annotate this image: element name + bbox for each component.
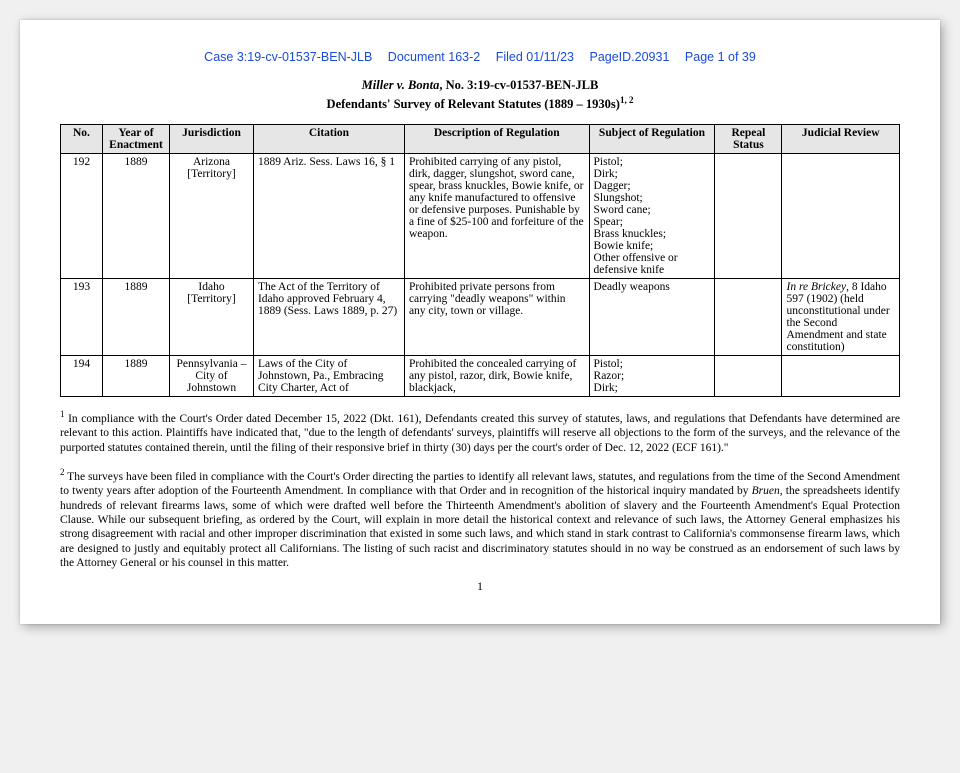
footnote-2-text-b: , the spreadsheets identify hundreds of … bbox=[60, 485, 900, 569]
cell-jurisdiction: Pennsylvania – City of Johnstown bbox=[170, 356, 254, 397]
document-title: Miller v. Bonta, No. 3:19-cv-01537-BEN-J… bbox=[60, 78, 900, 93]
cell-subject: Deadly weapons bbox=[589, 279, 715, 356]
cell-repeal bbox=[715, 154, 782, 279]
cell-description: Prohibited the concealed carrying of any… bbox=[404, 356, 589, 397]
cell-year: 1889 bbox=[102, 154, 169, 279]
document-page: Case 3:19-cv-01537-BEN-JLB Document 163-… bbox=[20, 20, 940, 624]
th-repeal: Repeal Status bbox=[715, 125, 782, 154]
th-review: Judicial Review bbox=[782, 125, 900, 154]
th-jurisdiction: Jurisdiction bbox=[170, 125, 254, 154]
cell-jurisdiction: Idaho [Territory] bbox=[170, 279, 254, 356]
statutes-table: No. Year of Enactment Jurisdiction Citat… bbox=[60, 124, 900, 397]
subtitle-superscript: 1, 2 bbox=[620, 95, 634, 105]
cell-description: Prohibited private persons from carrying… bbox=[404, 279, 589, 356]
cell-no: 193 bbox=[61, 279, 103, 356]
cell-review bbox=[782, 154, 900, 279]
header-case: Case 3:19-cv-01537-BEN-JLB bbox=[204, 50, 372, 64]
cell-citation: The Act of the Territory of Idaho approv… bbox=[253, 279, 404, 356]
cell-description: Prohibited carrying of any pistol, dirk,… bbox=[404, 154, 589, 279]
cell-repeal bbox=[715, 356, 782, 397]
cell-subject: Pistol; Dirk; Dagger; Slungshot; Sword c… bbox=[589, 154, 715, 279]
cell-repeal bbox=[715, 279, 782, 356]
cell-no: 192 bbox=[61, 154, 103, 279]
th-description: Description of Regulation bbox=[404, 125, 589, 154]
table-header-row: No. Year of Enactment Jurisdiction Citat… bbox=[61, 125, 900, 154]
case-number: , No. 3:19-cv-01537-BEN-JLB bbox=[439, 78, 598, 92]
cell-subject: Pistol; Razor; Dirk; bbox=[589, 356, 715, 397]
footnote-1-text: In compliance with the Court's Order dat… bbox=[60, 413, 900, 454]
cell-no: 194 bbox=[61, 356, 103, 397]
table-row: 194 1889 Pennsylvania – City of Johnstow… bbox=[61, 356, 900, 397]
cell-review bbox=[782, 356, 900, 397]
cell-citation: 1889 Ariz. Sess. Laws 16, § 1 bbox=[253, 154, 404, 279]
header-filed: Filed 01/11/23 bbox=[496, 50, 574, 64]
page-number: 1 bbox=[60, 579, 900, 594]
cell-year: 1889 bbox=[102, 356, 169, 397]
th-subject: Subject of Regulation bbox=[589, 125, 715, 154]
header-pageid: PageID.20931 bbox=[589, 50, 669, 64]
table-row: 193 1889 Idaho [Territory] The Act of th… bbox=[61, 279, 900, 356]
th-citation: Citation bbox=[253, 125, 404, 154]
cell-year: 1889 bbox=[102, 279, 169, 356]
th-year: Year of Enactment bbox=[102, 125, 169, 154]
header-page: Page 1 of 39 bbox=[685, 50, 756, 64]
cell-citation: Laws of the City of Johnstown, Pa., Embr… bbox=[253, 356, 404, 397]
document-subtitle: Defendants' Survey of Relevant Statutes … bbox=[60, 95, 900, 112]
case-name-italic: Miller v. Bonta bbox=[362, 78, 440, 92]
footnote-2-bruen: Bruen bbox=[752, 485, 780, 497]
table-row: 192 1889 Arizona [Territory] 1889 Ariz. … bbox=[61, 154, 900, 279]
footnote-2: 2 The surveys have been filed in complia… bbox=[60, 467, 900, 570]
th-no: No. bbox=[61, 125, 103, 154]
subtitle-text: Defendants' Survey of Relevant Statutes … bbox=[327, 97, 620, 111]
cell-jurisdiction: Arizona [Territory] bbox=[170, 154, 254, 279]
header-document: Document 163-2 bbox=[388, 50, 480, 64]
review-case-name: In re Brickey bbox=[786, 281, 846, 293]
cell-review: In re Brickey, 8 Idaho 597 (1902) (held … bbox=[782, 279, 900, 356]
footnote-1: 1 In compliance with the Court's Order d… bbox=[60, 409, 900, 455]
court-header-stamp: Case 3:19-cv-01537-BEN-JLB Document 163-… bbox=[60, 50, 900, 64]
